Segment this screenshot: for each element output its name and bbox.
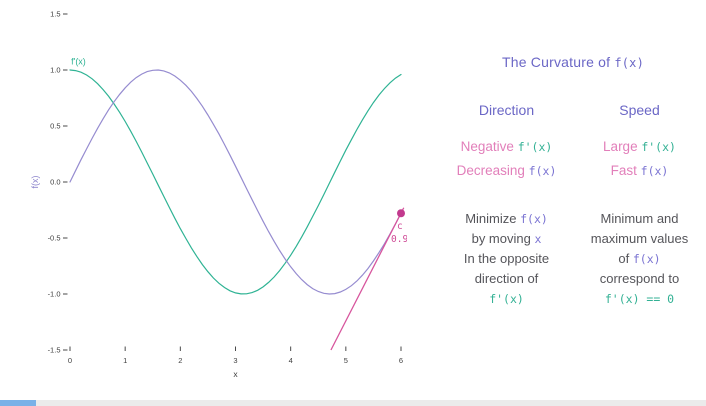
text-segment: maximum values — [590, 231, 689, 246]
text-segment: direction of — [474, 271, 539, 286]
x-tick-label: 3 — [233, 356, 237, 365]
text-segment: of — [618, 251, 633, 266]
taskbar — [0, 400, 706, 406]
text-segment: correspond to — [599, 271, 680, 286]
text-segment: f'(x) == 0 — [604, 292, 675, 306]
text-segment: f(x) — [520, 212, 548, 226]
curve-f(x) — [69, 69, 402, 295]
text-line: Fast f(x) — [573, 159, 706, 183]
text-line: Negative f'(x) — [440, 135, 573, 159]
speed-rows: Large f'(x) Fast f(x) — [573, 135, 706, 183]
text-line: Minimize f(x) — [440, 209, 573, 229]
text-line: f'(x) == 0 — [573, 289, 706, 309]
text-segment: Minimum and — [600, 211, 679, 226]
panel-title: The Curvature of f(x) — [440, 54, 706, 70]
slope-annotation-line1: c — [397, 221, 403, 232]
text-segment: In the opposite — [463, 251, 550, 266]
text-line: In the opposite — [440, 249, 573, 269]
direction-note: Minimize f(x) by moving x In the opposite d… — [440, 209, 573, 309]
text-segment: Minimize — [465, 211, 521, 226]
text-segment: f(x) — [632, 252, 661, 266]
text-segment: The Curvature of — [501, 54, 615, 70]
y-tick-label: 0.0 — [50, 178, 60, 187]
text-segment: x — [534, 232, 542, 246]
y-tick-label: 1.5 — [50, 10, 60, 19]
text-segment: f'(x) — [641, 140, 676, 154]
x-tick-label: 6 — [399, 356, 403, 365]
text-segment: f(x) — [640, 164, 669, 178]
progress-bar — [0, 400, 36, 406]
y-tick-label: -1.5 — [48, 346, 61, 355]
column-notes: Minimize f(x) by moving x In the opposite d… — [440, 209, 706, 309]
x-tick-label: 2 — [178, 356, 182, 365]
text-line: of f(x) — [573, 249, 706, 269]
speed-note: Minimum and maximum values of f(x) correspo… — [573, 209, 706, 309]
text-segment: by moving — [471, 231, 535, 246]
column-rows: Negative f'(x) Decreasing f(x) Large f'(x… — [440, 135, 706, 183]
text-segment: f(x) — [528, 164, 557, 178]
text-line: Large f'(x) — [573, 135, 706, 159]
curve-f'(x) — [69, 69, 402, 295]
text-segment: Decreasing — [456, 163, 529, 178]
text-line: direction of — [440, 269, 573, 289]
text-segment: f(x) — [614, 56, 645, 70]
direction-rows: Negative f'(x) Decreasing f(x) — [440, 135, 573, 183]
text-line: correspond to — [573, 269, 706, 289]
x-tick-label: 0 — [68, 356, 72, 365]
y-tick-label: 1.0 — [50, 66, 60, 75]
explainer-panel: The Curvature of f(x) Direction Speed Ne… — [440, 0, 706, 309]
y-axis-label: f(x) — [30, 176, 40, 189]
y-tick-label: 0.5 — [50, 122, 60, 131]
x-tick-label: 1 — [123, 356, 127, 365]
direction-header: Direction — [478, 102, 535, 118]
curve-label: f'(x) — [71, 56, 86, 66]
y-tick-label: -0.5 — [48, 234, 61, 243]
x-axis-label: x — [233, 369, 238, 379]
function-plot: 1.5 1.0 0.5 0.0 -0.5 -1.0 -1.5 0 1 2 3 4 5 6 x f(x) f'(x… — [30, 10, 407, 379]
text-line: by moving x — [440, 229, 573, 249]
text-line: Decreasing f(x) — [440, 159, 573, 183]
text-segment: f'(x) — [489, 292, 524, 306]
y-tick-label: -1.0 — [48, 290, 61, 299]
slope-annotation-line2: 0.96 — [391, 234, 407, 245]
x-tick-label: 5 — [344, 356, 348, 365]
text-line: Minimum and — [573, 209, 706, 229]
text-segment: f'(x) — [517, 140, 553, 154]
tangent-line — [330, 207, 405, 351]
text-segment: Negative — [460, 139, 518, 154]
text-line: f'(x) — [440, 289, 573, 309]
text-segment: Fast — [610, 163, 641, 178]
column-headers: Direction Speed — [440, 102, 706, 118]
tangent-point — [397, 209, 405, 218]
text-line: maximum values — [573, 229, 706, 249]
x-tick-label: 4 — [289, 356, 293, 365]
speed-header: Speed — [619, 102, 660, 118]
text-segment: Large — [603, 139, 642, 154]
